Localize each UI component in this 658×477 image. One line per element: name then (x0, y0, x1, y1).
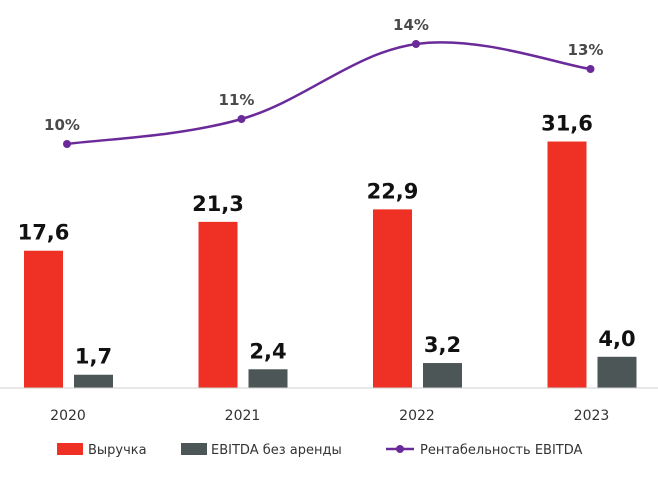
margin-label-2021: 11% (219, 91, 255, 109)
bar-revenue-2023 (547, 141, 587, 388)
bar-revenue-2021 (198, 221, 238, 388)
data-label-revenue-2021: 21,3 (192, 192, 244, 216)
data-label-ebitda-2020: 1,7 (75, 345, 112, 369)
x-tick-2021: 2021 (225, 408, 261, 424)
line-layer (63, 40, 595, 148)
bar-revenue-2022 (373, 209, 412, 388)
line-point-2022 (412, 40, 420, 48)
legend-label-ebitda: EBITDA без аренды (211, 443, 342, 458)
margin-label-2020: 10% (44, 116, 80, 134)
data-label-revenue-2023: 31,6 (541, 112, 593, 136)
legend: Выручка EBITDA без аренды Рентабельность E… (57, 443, 583, 458)
bar-ebitda-2020 (74, 374, 113, 388)
line-point-2020 (63, 140, 71, 148)
bar-ebitda-2023 (597, 356, 637, 388)
data-label-ebitda-2021: 2,4 (249, 339, 286, 363)
x-ticks-layer: 2020 2021 2022 2023 (50, 408, 609, 424)
line-ebitda-margin (66, 41, 591, 146)
bar-ebitda-2022 (423, 363, 462, 388)
legend-swatch-margin-dot (396, 445, 404, 453)
data-label-revenue-2020: 17,6 (18, 221, 70, 245)
x-tick-2023: 2023 (574, 408, 610, 424)
x-tick-2020: 2020 (50, 408, 86, 424)
line-point-2021 (237, 115, 246, 123)
bars-layer (24, 141, 637, 388)
x-tick-2022: 2022 (399, 408, 435, 424)
labels-layer: 17,6 1,7 21,3 2,4 22,9 3,2 31,6 4,0 10% 11% 14% 13% (18, 16, 636, 369)
margin-label-2023: 13% (568, 41, 604, 59)
legend-label-revenue: Выручка (88, 443, 147, 458)
bar-ebitda-2021 (248, 369, 288, 388)
data-label-revenue-2022: 22,9 (367, 179, 419, 203)
bar-revenue-2020 (24, 250, 63, 388)
data-label-ebitda-2023: 4,0 (598, 327, 635, 351)
legend-swatch-ebitda (181, 443, 207, 455)
line-point-2023 (586, 65, 595, 73)
legend-swatch-revenue (57, 443, 83, 455)
data-label-ebitda-2022: 3,2 (424, 333, 461, 357)
margin-label-2022: 14% (393, 16, 429, 34)
legend-label-margin: Рентабельность EBITDA (420, 443, 583, 458)
